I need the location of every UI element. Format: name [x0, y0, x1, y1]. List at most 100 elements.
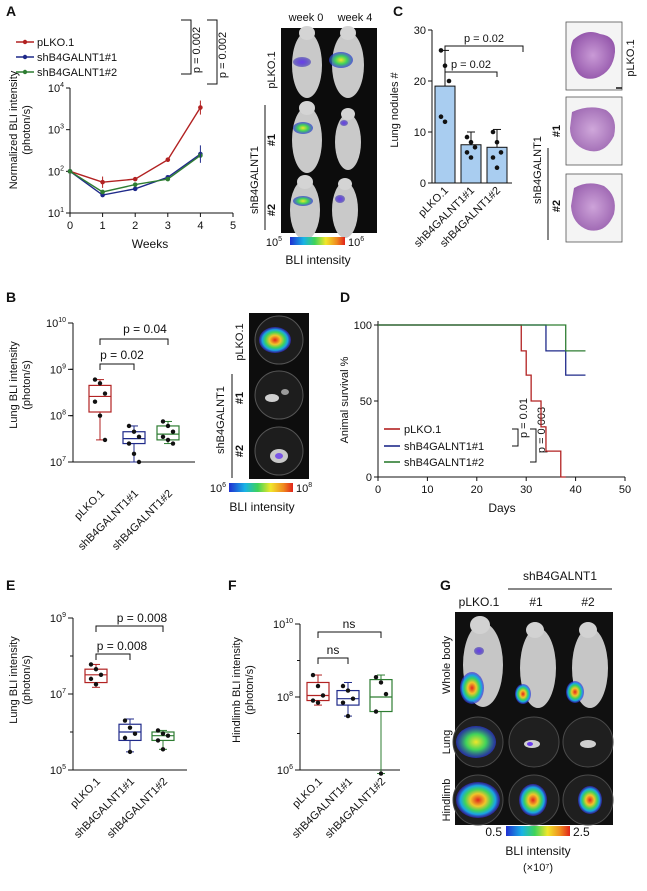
chart-e-point	[165, 733, 171, 738]
chart-e-point	[93, 666, 99, 672]
chart-b-point	[102, 437, 108, 443]
chart-a-xtick-label: 3	[165, 220, 171, 232]
chart-c-ytick-label: 0	[420, 178, 426, 190]
panel-c-row-group: shB4GALNT1	[532, 136, 544, 204]
chart-e-point	[122, 718, 128, 723]
chart-c-ytick-label: 30	[414, 25, 426, 37]
chart-c-point	[472, 145, 478, 150]
panel-b-color-scale	[229, 483, 293, 492]
panel-a-col-week4: week 4	[337, 12, 373, 24]
panel-b-row-plko: pLKO.1	[234, 323, 246, 360]
chart-b-category-label: shB4GALNT1#1	[76, 488, 141, 553]
chart-f-ytick-label: 106	[277, 764, 293, 777]
panel-a-scale-max: 106	[348, 236, 364, 249]
chart-a-xtick-label: 2	[132, 220, 138, 232]
chart-f-point	[315, 700, 321, 705]
chart-e-category-label: shB4GALNT1#1	[72, 776, 137, 841]
panel-a-mice	[290, 26, 364, 240]
chart-a-ytick-label: 101	[48, 207, 64, 220]
chart-d-pvalue-2: p = 0.003	[536, 407, 548, 453]
chart-b-ylabel-1: Lung BLI intensity	[8, 341, 20, 429]
chart-b-box	[88, 384, 112, 413]
chart-c-point	[438, 48, 444, 53]
panel-g-col-plko: pLKO.1	[459, 595, 500, 609]
chart-d-legend-plko: pLKO.1	[404, 424, 441, 436]
panel-a-row-2: #2	[266, 204, 278, 216]
chart-a-legend: pLKO.1 shB4GALNT1#1 shB4GALNT1#2	[16, 37, 117, 79]
panel-g-scale-max: 2.5	[573, 825, 590, 839]
chart-c-point	[494, 139, 500, 145]
chart-c-point	[468, 139, 474, 145]
panel-a-color-scale	[290, 237, 345, 245]
chart-f-point	[373, 674, 379, 680]
panel-a-col-week0: week 0	[288, 12, 324, 24]
panel-g-scale-unit: (×10⁷)	[523, 862, 553, 874]
chart-a-xtick-label: 0	[67, 220, 73, 232]
chart-b-ytick-label: 1010	[46, 317, 66, 330]
chart-f-pvalue-2: ns	[327, 643, 340, 657]
chart-c-point	[438, 114, 444, 119]
chart-b-point	[165, 437, 171, 443]
chart-d-pvalue-1: p = 0.01	[518, 398, 530, 438]
panel-b-scale-label: BLI intensity	[229, 500, 294, 514]
chart-d-xtick-label: 0	[375, 484, 381, 496]
chart-b-point	[136, 459, 142, 465]
chart-e-point	[127, 725, 133, 730]
panel-a-scale-label: BLI intensity	[285, 253, 350, 267]
chart-d-survival: Animal survival % Days pLKO.1 shB4GALNT1…	[339, 320, 631, 515]
chart-f-point	[340, 683, 346, 689]
chart-e-point	[160, 747, 166, 752]
chart-d-xtick-label: 50	[619, 484, 631, 496]
chart-b-point	[165, 423, 171, 429]
chart-f-point	[350, 696, 356, 701]
chart-e-ytick-label: 105	[50, 764, 66, 777]
chart-e-pvalue-2: p = 0.008	[97, 639, 148, 653]
chart-f-category-label: shB4GALNT1#2	[323, 776, 388, 841]
chart-a-point	[100, 189, 105, 195]
panel-letter-a: A	[6, 3, 16, 19]
panel-g-scale-min: 0.5	[485, 825, 502, 839]
chart-e-pvalue-1: p = 0.008	[117, 611, 168, 625]
panel-letter-b: B	[6, 289, 16, 305]
chart-d-ylabel: Animal survival %	[339, 356, 351, 443]
chart-a-point	[132, 176, 138, 182]
chart-b-point	[170, 441, 176, 446]
chart-a-ytick-label: 102	[48, 165, 64, 178]
chart-c-bar	[460, 144, 482, 184]
chart-a-xtick-label: 1	[100, 220, 106, 232]
panel-c-row-1: #1	[551, 125, 563, 137]
chart-c-point	[442, 63, 448, 68]
chart-c-bar	[486, 146, 508, 184]
chart-a-point	[67, 169, 73, 174]
chart-c-bar	[434, 85, 456, 184]
chart-d-ytick-label: 50	[360, 396, 372, 408]
chart-b-ytick-label: 109	[50, 363, 66, 376]
chart-c-lung-nodules: Lung nodules # p = 0.02 p = 0.02 0 10 20 30…	[389, 25, 524, 250]
panel-b-row-2: #2	[234, 445, 246, 457]
chart-c-point	[490, 129, 496, 135]
chart-a-ytick-label: 103	[48, 124, 64, 137]
chart-d-survival-curve	[378, 324, 566, 478]
panel-g-scale-label: BLI intensity	[505, 844, 570, 858]
chart-b-point	[102, 391, 108, 396]
panel-g-group-label: shB4GALNT1	[523, 569, 597, 583]
chart-a-point	[132, 186, 138, 192]
chart-a-point	[165, 176, 171, 182]
chart-d-xtick-label: 30	[520, 484, 532, 496]
chart-f-ylabel-2: (photon/s)	[244, 665, 256, 715]
chart-a-legend-sh1: shB4GALNT1#1	[37, 52, 117, 64]
panel-letter-f: F	[228, 577, 237, 593]
chart-b-point	[131, 451, 137, 457]
panel-a-row-group: shB4GALNT1	[249, 146, 261, 214]
chart-d-ytick-label: 100	[354, 320, 372, 332]
chart-b-point	[170, 429, 176, 434]
chart-c-point	[494, 165, 500, 170]
chart-c-point	[490, 155, 496, 160]
chart-b-point	[92, 377, 98, 382]
chart-e-ytick-label: 107	[50, 688, 66, 701]
chart-e-point	[132, 731, 138, 736]
chart-a-point	[165, 157, 171, 163]
chart-a-xtick-label: 5	[230, 220, 236, 232]
chart-e-point	[160, 731, 166, 736]
panel-letter-c: C	[393, 3, 403, 19]
